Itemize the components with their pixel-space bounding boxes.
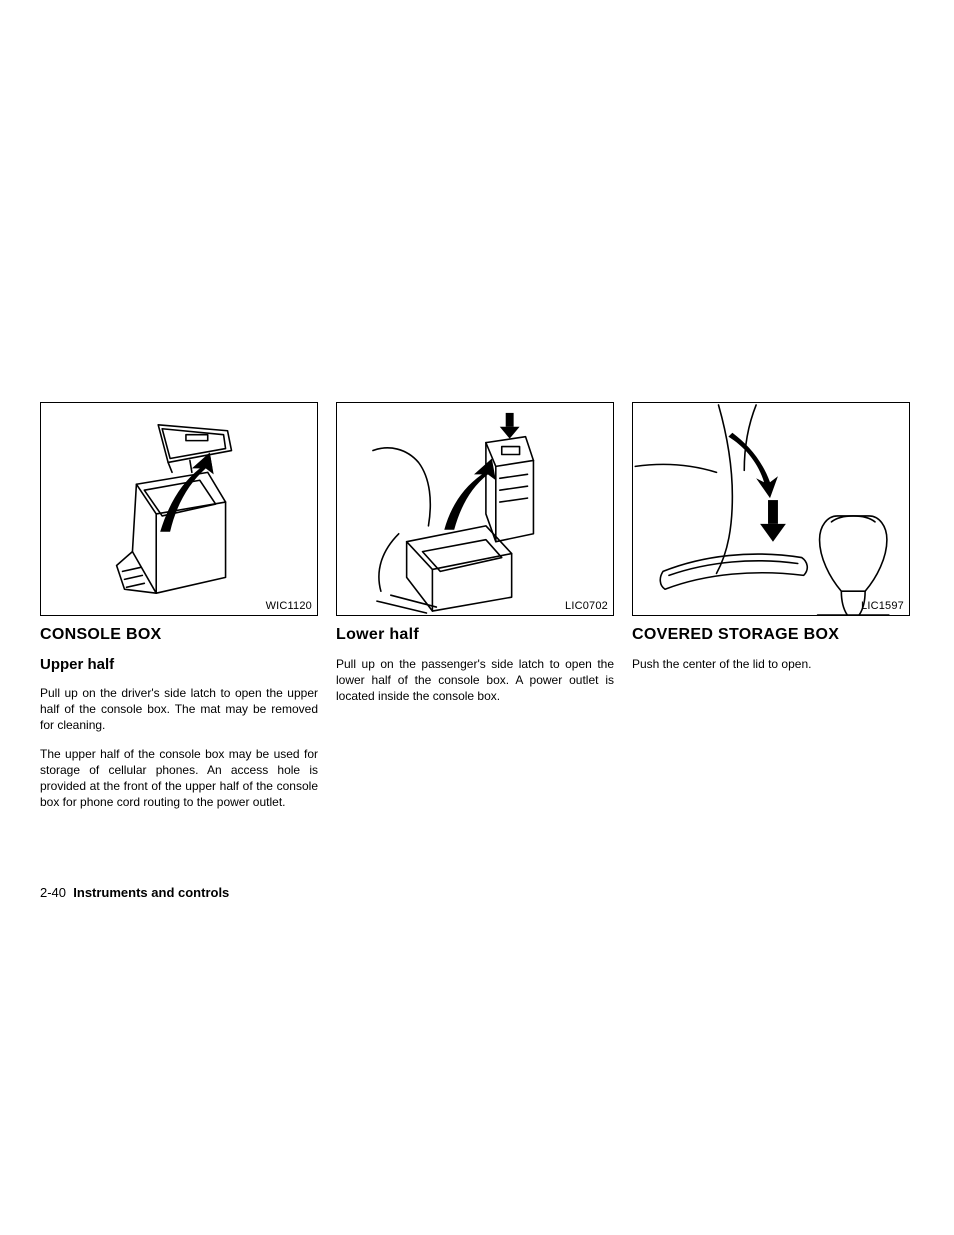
figure-code-label: WIC1120 [266, 600, 312, 612]
manual-page: WIC1120 CONSOLE BOX Upper half Pull up o… [0, 0, 954, 1235]
subsection-title-lower-half: Lower half [336, 626, 614, 644]
console-box-upper-illustration [41, 403, 317, 615]
column-1: WIC1120 CONSOLE BOX Upper half Pull up o… [40, 402, 318, 810]
figure-covered-storage-box: LIC1597 [632, 402, 910, 616]
figure-console-box-upper: WIC1120 [40, 402, 318, 616]
section-title-console-box: CONSOLE BOX [40, 626, 318, 644]
covered-storage-box-illustration [633, 403, 909, 615]
paragraph: Push the center of the lid to open. [632, 656, 910, 672]
column-3: LIC1597 COVERED STORAGE BOX Push the cen… [632, 402, 910, 810]
console-box-lower-illustration [337, 403, 613, 615]
figure-code-label: LIC0702 [565, 600, 608, 612]
paragraph: The upper half of the console box may be… [40, 746, 318, 811]
column-2: LIC0702 Lower half Pull up on the passen… [336, 402, 614, 810]
subsection-title-upper-half: Upper half [40, 656, 318, 673]
page-number: 2-40 [40, 885, 66, 900]
section-title-covered-storage-box: COVERED STORAGE BOX [632, 626, 910, 644]
page-footer: 2-40 Instruments and controls [40, 885, 229, 900]
section-name: Instruments and controls [73, 885, 229, 900]
columns-container: WIC1120 CONSOLE BOX Upper half Pull up o… [40, 402, 914, 810]
figure-console-box-lower: LIC0702 [336, 402, 614, 616]
paragraph: Pull up on the passenger's side latch to… [336, 656, 614, 705]
paragraph: Pull up on the driver's side latch to op… [40, 685, 318, 734]
figure-code-label: LIC1597 [861, 600, 904, 612]
